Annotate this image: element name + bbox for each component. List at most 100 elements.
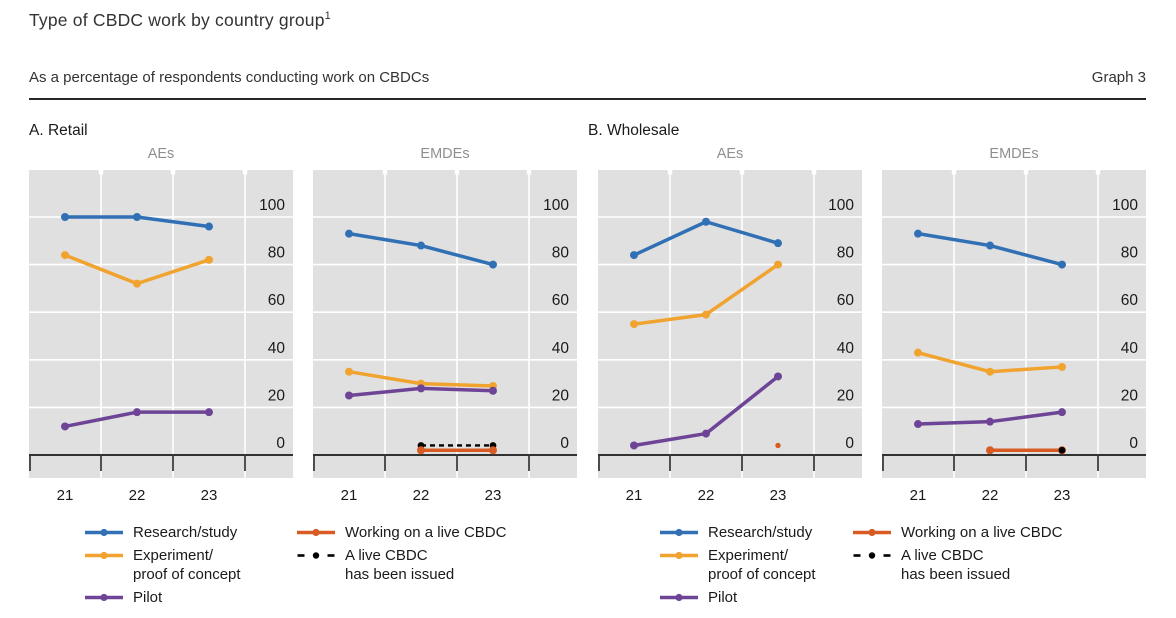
legend-label-line: Working on a live CBDC [345, 524, 507, 541]
series-pilot [61, 408, 213, 431]
y-axis-labels: 0 20 40 60 80 100 [259, 197, 285, 452]
legend-retail: Research/study Experiment/proof of concep… [85, 523, 506, 611]
x-tick-label: 23 [770, 487, 787, 504]
legend-item-label: A live CBDC has been issued [345, 546, 454, 584]
legend-label-line: proof of concept [133, 566, 241, 583]
swatch-dot [312, 552, 320, 559]
y-tick-label: 0 [276, 435, 285, 452]
y-tick-label: 100 [828, 197, 854, 214]
x-tick-label: 22 [982, 487, 999, 504]
legend-label-line: A live CBDC [345, 547, 428, 564]
y-tick-label: 40 [268, 340, 286, 357]
legend-item-label: Pilot [708, 588, 737, 607]
data-point-experiment [61, 251, 69, 260]
legend-swatch-issued-icon [297, 552, 335, 559]
graph-number-label: Graph 3 [1091, 69, 1146, 86]
legend-item-label: Experiment/proof of concept [133, 546, 241, 584]
data-point-research [774, 239, 782, 248]
data-point-research [702, 217, 710, 226]
data-point-pilot [133, 408, 141, 417]
panel-title-retail-aes: AEs [147, 146, 175, 162]
panel-title-wholesale-emdes: EMDEs [989, 146, 1039, 162]
y-tick-label: 20 [268, 387, 286, 404]
x-tick-label: 23 [201, 487, 218, 504]
gridline-notch [382, 169, 388, 175]
data-point-research [489, 260, 497, 269]
legend-label-line: Research/study [708, 524, 813, 541]
legend-column: Working on a live CBDC A live CBDC has bee… [853, 523, 1062, 611]
x-axis-labels: 21 22 23 [57, 487, 218, 504]
y-tick-label: 20 [837, 387, 855, 404]
legend-item-label: Experiment/proof of concept [708, 546, 816, 584]
chart-title: Type of CBDC work by country group1 [29, 10, 331, 31]
x-tick-label: 21 [910, 487, 927, 504]
series-pilot [914, 408, 1066, 429]
data-point-experiment [702, 310, 710, 319]
legend-swatch-research-icon [85, 528, 123, 537]
x-axis-ticks [313, 456, 530, 471]
header-divider [29, 98, 1146, 100]
data-point-pilot [1058, 408, 1066, 417]
data-point-experiment [1058, 362, 1066, 371]
series-experiment [630, 260, 782, 329]
series-live [775, 442, 781, 449]
data-point-pilot [986, 417, 994, 426]
data-point-pilot [914, 420, 922, 429]
y-tick-label: 0 [560, 435, 569, 452]
y-tick-label: 20 [1121, 387, 1139, 404]
y-tick-label: 100 [543, 197, 569, 214]
data-point-experiment [914, 348, 922, 357]
x-tick-label: 22 [413, 487, 430, 504]
legend-label-line: A live CBDC [901, 547, 984, 564]
gridline-notch [667, 169, 673, 175]
y-axis-labels: 0 20 40 60 80 100 [828, 197, 854, 452]
swatch-dot [868, 552, 876, 559]
gridline-notch [242, 169, 248, 175]
legend-item-label: A live CBDC has been issued [901, 546, 1010, 584]
data-point-research [986, 241, 994, 250]
data-point-experiment [345, 367, 353, 376]
data-point-experiment [133, 279, 141, 288]
data-point-pilot [702, 429, 710, 438]
x-axis-labels: 21 22 23 [626, 487, 787, 504]
panel-title-retail-emdes: EMDEs [420, 146, 470, 162]
legend-label-line: Pilot [133, 589, 163, 606]
data-point-experiment [630, 320, 638, 329]
panel-chart-retail-emdes: 0 20 40 60 80 100 21 22 23 [313, 169, 577, 504]
y-tick-label: 100 [1112, 197, 1138, 214]
gridline-notch [951, 169, 957, 175]
series-pilot [630, 372, 782, 450]
panel-title-wholesale-aes: AEs [716, 146, 744, 162]
series-research [61, 213, 213, 231]
legend-swatch-issued-icon [853, 552, 891, 559]
gridline-notch [170, 169, 176, 175]
legend-label-line: has been issued [901, 566, 1011, 583]
swatch-dot [868, 528, 876, 537]
gridline-notch [454, 169, 460, 175]
legend-column: Research/study Experiment/proof of concep… [85, 523, 297, 611]
data-point-pilot [630, 441, 638, 450]
x-tick-label: 21 [57, 487, 74, 504]
plot-area [882, 170, 1146, 478]
data-point-live [489, 446, 497, 455]
y-tick-label: 60 [1121, 292, 1139, 309]
legend-label-line: Pilot [708, 589, 738, 606]
legend-label-line: Research/study [133, 524, 238, 541]
section-title-retail: A. Retail [29, 122, 88, 139]
data-point-research [630, 251, 638, 260]
x-axis-ticks [598, 456, 815, 471]
legend-swatch-research-icon [660, 528, 698, 537]
panel-chart-retail-aes: 0 20 40 60 80 100 21 22 23 [29, 169, 293, 504]
legend-swatch-pilot-icon [660, 593, 698, 602]
data-point-pilot [489, 386, 497, 395]
legend-column: Research/study Experiment/proof of concep… [660, 523, 853, 611]
y-tick-label: 60 [552, 292, 570, 309]
legend-item-live: Working on a live CBDC [853, 523, 1062, 542]
gridline-notch [811, 169, 817, 175]
data-point-pilot [417, 384, 425, 393]
gridlines [313, 169, 577, 478]
plot-area [313, 170, 577, 478]
data-point-research [914, 229, 922, 238]
y-tick-label: 80 [837, 245, 855, 262]
